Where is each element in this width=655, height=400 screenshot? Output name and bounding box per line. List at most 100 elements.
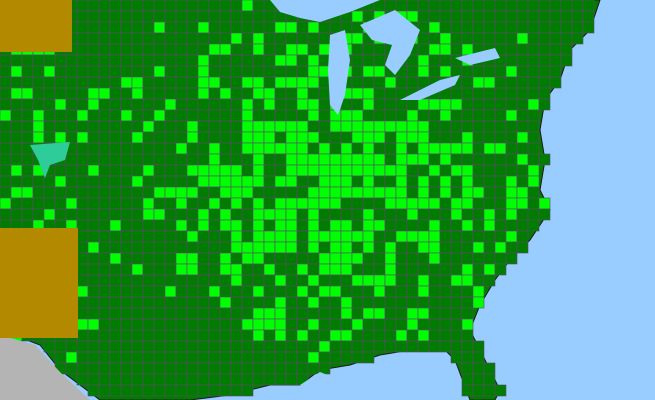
county [307,175,320,188]
county [142,252,155,265]
county [252,208,265,221]
county [571,21,584,34]
county [494,0,507,12]
county [494,98,507,111]
county [505,43,518,56]
county [98,318,111,331]
county [87,285,100,298]
county [285,153,298,166]
county [76,186,89,199]
county [142,65,155,78]
county [406,274,419,287]
county [186,340,199,353]
county [384,274,397,287]
county [175,21,188,34]
county [208,373,221,386]
county [98,98,111,111]
county [21,120,34,133]
county [175,164,188,177]
county [153,175,166,188]
county [560,0,573,12]
county [10,175,23,188]
county [109,131,122,144]
county [241,384,254,397]
county [142,87,155,100]
county [461,120,474,133]
county [384,76,397,89]
county [505,219,518,232]
county [175,175,188,188]
county [76,65,89,78]
county [153,131,166,144]
county [76,54,89,67]
county [252,131,265,144]
county [450,329,463,342]
county [241,153,254,166]
county [406,285,419,298]
county [43,120,56,133]
county [120,252,133,265]
county [76,351,89,364]
county [230,32,243,45]
county [362,197,375,210]
county [538,153,551,166]
county [131,263,144,276]
county [439,120,452,133]
county [54,175,67,188]
county [307,21,320,34]
county [263,263,276,276]
county [109,32,122,45]
county [153,142,166,155]
county [197,373,210,386]
county [142,10,155,23]
county [263,351,276,364]
county [417,318,430,331]
county [428,252,441,265]
county [186,362,199,375]
county [351,120,364,133]
county [208,87,221,100]
county [109,87,122,100]
county [164,373,177,386]
county [285,197,298,210]
county [109,54,122,67]
county [461,296,474,309]
county [230,153,243,166]
county [164,10,177,23]
county [43,175,56,188]
county [329,252,342,265]
county [230,131,243,144]
county [417,208,430,221]
county [472,274,485,287]
county [329,318,342,331]
county [120,87,133,100]
county [373,208,386,221]
county [439,241,452,254]
county [483,186,496,199]
county [87,329,100,342]
county [98,362,111,375]
county [98,219,111,232]
county [318,197,331,210]
county [307,65,320,78]
county [538,43,551,56]
county [208,208,221,221]
county [461,0,474,12]
county [340,285,353,298]
county [549,54,562,67]
county [307,54,320,67]
county [318,142,331,155]
county [131,10,144,23]
county [252,21,265,34]
county [252,153,265,166]
county [417,54,430,67]
county [340,175,353,188]
county [428,340,441,353]
county [142,164,155,177]
county [142,175,155,188]
county [461,43,474,56]
county [175,32,188,45]
county [54,109,67,122]
county [120,219,133,232]
county [219,109,232,122]
